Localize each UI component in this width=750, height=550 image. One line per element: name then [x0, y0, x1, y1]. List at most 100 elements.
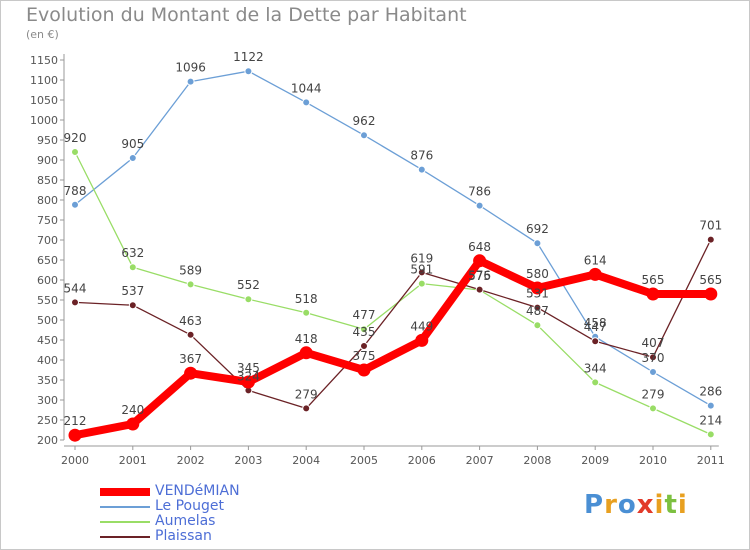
- data-label: 367: [179, 352, 202, 366]
- series-line-Le Pouget: [74, 70, 712, 407]
- legend-item: VENDéMIAN: [100, 483, 360, 500]
- data-label: 375: [353, 349, 376, 363]
- y-tick-label: 1150: [30, 54, 58, 67]
- data-point: [302, 404, 311, 413]
- data-point: [186, 77, 195, 86]
- legend-label: Aumelas: [155, 513, 216, 529]
- data-label: 786: [468, 185, 491, 199]
- data-label: 418: [295, 332, 318, 346]
- data-label: 876: [410, 149, 433, 163]
- data-point: [71, 298, 79, 307]
- data-label: 591: [410, 263, 433, 277]
- data-label: 1096: [175, 61, 206, 75]
- x-tick-label: 2008: [523, 454, 551, 467]
- y-tick-label: 250: [37, 414, 58, 427]
- data-label: 614: [584, 253, 607, 267]
- y-tick-label: 400: [37, 354, 58, 367]
- data-point: [475, 285, 484, 294]
- data-label: 648: [468, 240, 491, 254]
- data-label: 1122: [233, 50, 264, 64]
- data-point: [591, 337, 600, 346]
- x-tick-label: 2009: [581, 454, 609, 467]
- data-point: [417, 279, 426, 288]
- legend-label: Le Pouget: [155, 498, 224, 514]
- data-point: [649, 404, 657, 413]
- data-label: 212: [64, 414, 87, 428]
- data-point: [186, 280, 195, 289]
- logo-letter: o: [617, 490, 637, 520]
- legend-item: Plaissan: [100, 528, 360, 545]
- data-label: 407: [642, 336, 665, 350]
- data-label: 575: [468, 269, 491, 283]
- legend-label: VENDéMIAN: [155, 483, 240, 499]
- data-label: 576: [468, 269, 491, 283]
- data-point: [533, 321, 542, 330]
- series-line-Aumelas: [74, 151, 712, 436]
- data-point: [71, 200, 79, 209]
- data-label: 370: [642, 351, 665, 365]
- y-tick-label: 300: [37, 394, 58, 407]
- legend-swatch: [100, 506, 150, 508]
- y-tick-label: 600: [37, 274, 58, 287]
- data-point: [357, 363, 371, 377]
- data-label: 632: [121, 246, 144, 260]
- data-point: [588, 267, 602, 281]
- data-point: [417, 268, 426, 277]
- data-point: [128, 263, 137, 272]
- x-tick-label: 2006: [408, 454, 436, 467]
- logo-letter: r: [604, 490, 618, 520]
- y-tick-label: 200: [37, 434, 58, 447]
- y-tick-label: 1100: [30, 74, 58, 87]
- x-tick-label: 2005: [350, 454, 378, 467]
- x-tick-label: 2007: [466, 454, 494, 467]
- data-point: [360, 342, 368, 350]
- data-label: 286: [699, 385, 722, 399]
- data-point: [241, 375, 255, 389]
- data-point: [591, 378, 600, 387]
- data-point: [417, 165, 426, 174]
- data-point: [302, 98, 311, 107]
- y-tick-label: 450: [37, 334, 58, 347]
- x-tick-label: 2003: [234, 454, 262, 467]
- data-point: [649, 368, 657, 376]
- data-label: 565: [699, 273, 722, 287]
- legend-item: Le Pouget: [100, 498, 360, 515]
- legend-swatch: [100, 488, 150, 496]
- data-point: [244, 67, 253, 76]
- data-point: [704, 287, 718, 301]
- legend-label: Plaissan: [155, 528, 212, 544]
- y-tick-label: 550: [37, 294, 58, 307]
- y-tick-label: 850: [37, 174, 58, 187]
- data-label: 589: [179, 263, 202, 277]
- y-tick-label: 350: [37, 374, 58, 387]
- y-tick-label: 1050: [30, 94, 58, 107]
- data-point: [706, 430, 715, 439]
- logo-letter: i: [654, 490, 665, 520]
- data-point: [415, 333, 429, 347]
- y-tick-label: 1000: [30, 114, 58, 127]
- x-tick-label: 2004: [292, 454, 320, 467]
- data-label: 240: [121, 403, 144, 417]
- data-label: 544: [64, 281, 87, 295]
- data-point: [533, 303, 542, 312]
- chart-title: Evolution du Montant de la Dette par Hab…: [26, 4, 467, 26]
- data-point: [244, 295, 253, 304]
- data-point: [360, 131, 368, 140]
- data-point: [649, 353, 657, 362]
- data-point: [186, 330, 195, 339]
- y-tick-label: 700: [37, 234, 58, 247]
- data-point: [126, 417, 140, 431]
- data-label: 477: [353, 308, 376, 322]
- data-label: 580: [526, 267, 549, 281]
- x-tick-label: 2011: [697, 454, 725, 467]
- data-point: [530, 281, 544, 295]
- legend-swatch: [100, 536, 150, 538]
- x-tick-label: 2010: [639, 454, 667, 467]
- data-label: 619: [410, 251, 433, 265]
- legend-item: Aumelas: [100, 513, 360, 530]
- data-label: 920: [64, 131, 87, 145]
- data-label: 531: [526, 287, 549, 301]
- series-line-VENDéMIAN: [71, 256, 715, 440]
- logo-letter: P: [584, 490, 605, 520]
- data-label: 449: [410, 319, 433, 333]
